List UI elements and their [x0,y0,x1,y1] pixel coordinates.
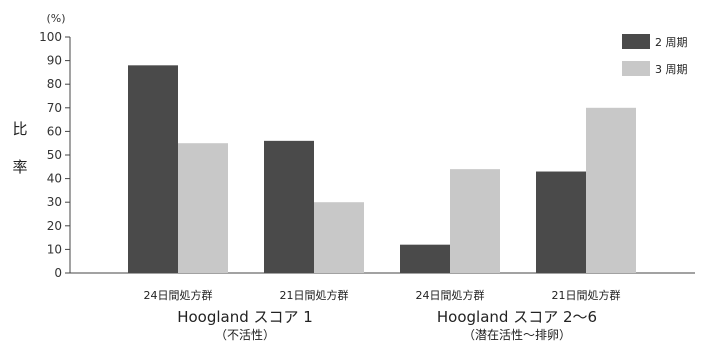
y-tick-label: 70 [47,101,62,115]
y-tick-label: 50 [47,148,62,162]
y-tick-label: 0 [54,266,62,280]
legend-swatch [622,34,650,49]
y-tick-label: 60 [47,124,62,138]
bar-series1-3 [400,244,450,273]
y-axis-label-char: 比 [12,120,27,138]
y-tick-label: 100 [39,30,62,44]
group-subtitle: （潜在活性〜排卵） [463,328,571,342]
legend: 2 周期 3 周期 [622,34,688,76]
bars [128,65,636,273]
category-label: 24日間処方群 [416,288,485,302]
y-axis-label: 比率 [12,120,27,176]
y-tick-label: 40 [47,172,62,186]
bar-series2-2 [314,202,364,273]
category-label: 21日間処方群 [280,288,349,302]
y-tick-label: 80 [47,77,62,91]
y-tick-label: 10 [47,242,62,256]
bar-series1-2 [264,140,314,273]
group-subtitle: （不活性） [215,328,275,342]
y-tick-label: 20 [47,219,62,233]
bar-series2-4 [586,107,636,273]
legend-swatch [622,61,650,76]
y-unit-label: (%) [46,12,65,25]
y-tick-label: 90 [47,54,62,68]
legend-label: 2 周期 [655,36,688,49]
group-title: Hoogland スコア 1 [177,308,313,326]
category-label: 24日間処方群 [144,288,213,302]
bar-series2-3 [450,169,500,273]
y-axis-label-char: 率 [12,158,27,176]
group-title: Hoogland スコア 2〜6 [437,308,597,326]
bar-series1-4 [536,171,586,273]
legend-label: 3 周期 [655,63,688,76]
y-tick-label: 30 [47,195,62,209]
bar-series1-1 [128,65,178,273]
bar-series2-1 [178,143,228,273]
category-label: 21日間処方群 [552,288,621,302]
labels: 24日間処方群 21日間処方群 24日間処方群 21日間処方群 Hoogland スコア… [144,288,621,342]
